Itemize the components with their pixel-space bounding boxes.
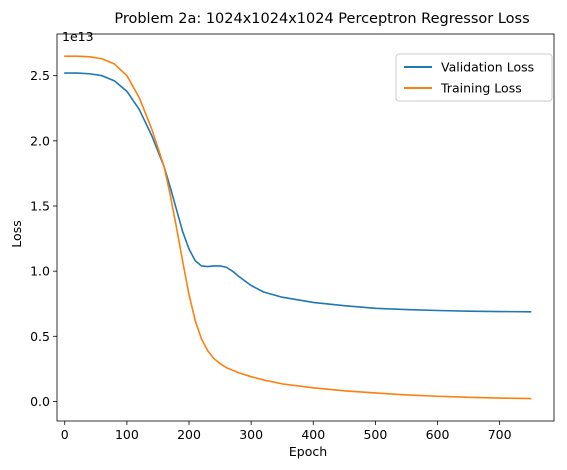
legend: Validation Loss Training Loss — [395, 53, 553, 102]
axes-frame — [56, 33, 555, 422]
legend-frame — [395, 53, 553, 102]
plot-area: 0 100 200 300 400 500 600 700 0.0 0.5 1.0 1.5 2.0 2.5 — [30, 33, 555, 442]
legend-training-label: Training Loss — [440, 81, 522, 96]
x-axis-label: Epoch — [289, 444, 327, 459]
y-tick-label: 2.0 — [30, 133, 50, 148]
y-tick-label: 0.0 — [30, 394, 50, 409]
legend-validation-label: Validation Loss — [441, 60, 534, 75]
x-tick-label: 0 — [61, 427, 69, 442]
training-loss-line — [63, 55, 532, 400]
validation-loss-line — [63, 72, 532, 313]
x-tick-label: 200 — [177, 427, 201, 442]
y-tick-label: 0.5 — [30, 329, 50, 344]
chart-title: Problem 2a: 1024x1024x1024 Perceptron Re… — [114, 11, 529, 27]
y-axis-label: Loss — [9, 220, 24, 247]
x-tick-label: 100 — [115, 427, 139, 442]
x-tick-label: 700 — [488, 427, 512, 442]
y-tick-label: 2.5 — [30, 68, 50, 83]
x-tick-label: 600 — [426, 427, 450, 442]
y-axis-offset-label: 1e13 — [62, 29, 94, 44]
x-tick-label: 300 — [239, 427, 263, 442]
x-tick-label: 400 — [301, 427, 325, 442]
y-tick-label: 1.5 — [30, 199, 50, 214]
y-tick-label: 1.0 — [30, 264, 50, 279]
x-tick-label: 500 — [363, 427, 387, 442]
